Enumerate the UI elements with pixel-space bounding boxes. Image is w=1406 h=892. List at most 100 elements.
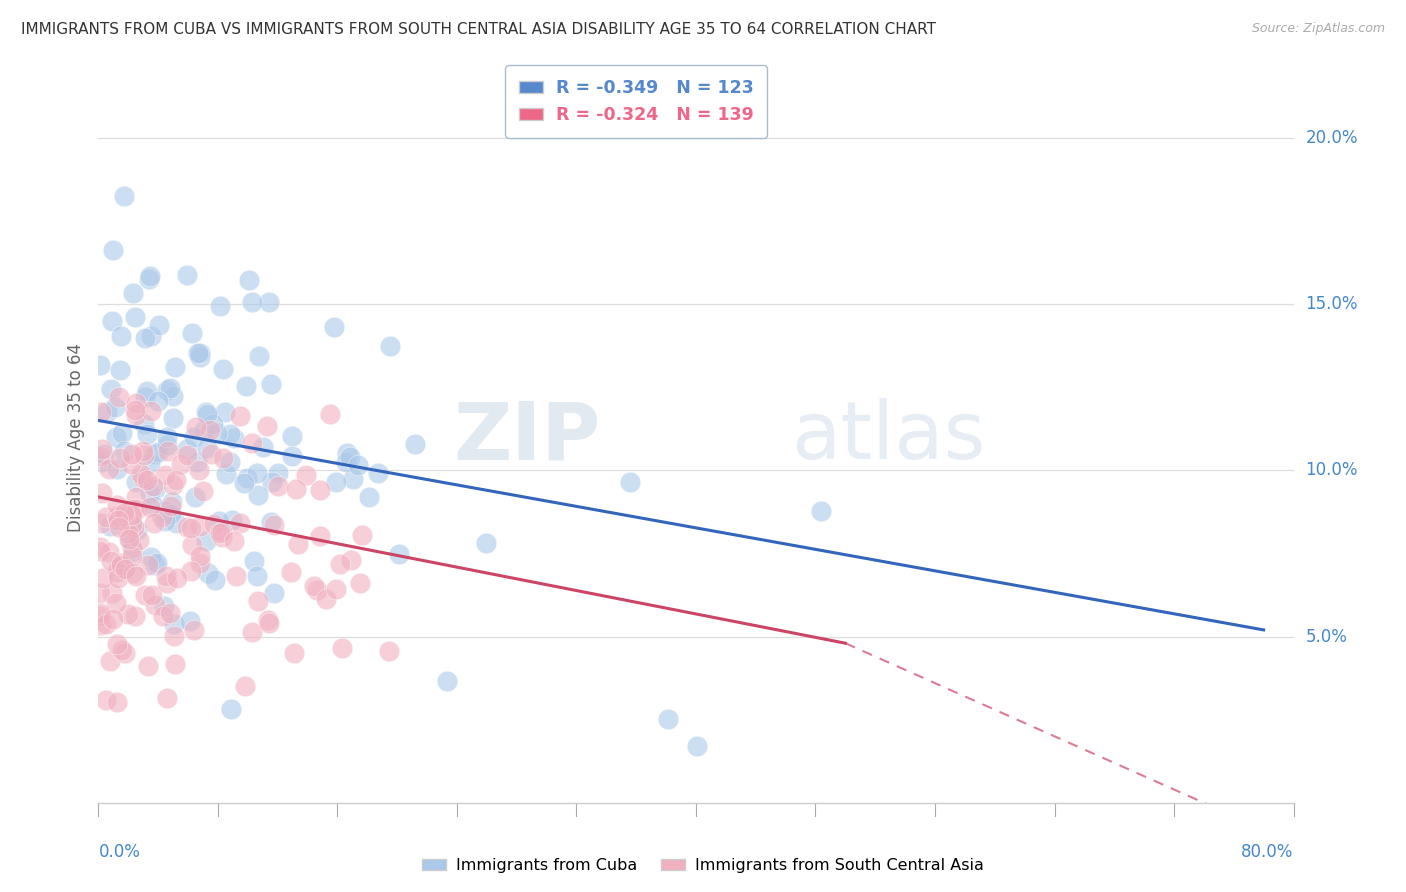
Point: [125, 568, 148, 582]
Point: [259, 616, 281, 631]
Point: [156, 430, 179, 444]
Text: Source: ZipAtlas.com: Source: ZipAtlas.com: [1251, 22, 1385, 36]
Point: [110, 328, 132, 343]
Point: [107, 512, 129, 526]
Point: [342, 472, 364, 486]
Point: [205, 425, 228, 440]
Point: [157, 443, 180, 458]
Point: [357, 490, 380, 504]
Point: [98, 519, 121, 533]
Point: [105, 695, 128, 709]
Point: [165, 473, 187, 487]
Point: [350, 527, 373, 541]
Point: [176, 442, 198, 457]
Point: [152, 609, 174, 624]
Point: [388, 547, 411, 561]
Point: [242, 554, 264, 568]
Point: [378, 338, 401, 352]
Legend: R = -0.349   N = 123, R = -0.324   N = 139: R = -0.349 N = 123, R = -0.324 N = 139: [505, 65, 768, 138]
Point: [150, 510, 173, 524]
Point: [197, 566, 219, 581]
Point: [152, 599, 174, 614]
Point: [111, 425, 134, 440]
Point: [89, 606, 111, 620]
Point: [222, 431, 245, 445]
Point: [155, 504, 177, 518]
Point: [139, 500, 162, 515]
Point: [139, 329, 162, 343]
Point: [105, 498, 128, 512]
Point: [117, 509, 139, 524]
Point: [235, 379, 257, 393]
Point: [143, 482, 166, 496]
Point: [122, 502, 145, 516]
Point: [190, 350, 212, 364]
Point: [153, 514, 176, 528]
Point: [186, 455, 208, 469]
Point: [105, 508, 128, 523]
Point: [219, 455, 242, 469]
Point: [202, 517, 225, 532]
Text: 5.0%: 5.0%: [1306, 628, 1347, 646]
Point: [240, 436, 263, 450]
Point: [110, 558, 132, 572]
Point: [138, 272, 160, 286]
Point: [256, 419, 278, 434]
Point: [138, 659, 160, 673]
Point: [121, 549, 143, 563]
Point: [90, 455, 112, 469]
Point: [260, 516, 283, 530]
Point: [124, 609, 146, 624]
Point: [122, 566, 145, 581]
Point: [159, 606, 181, 620]
Point: [208, 514, 231, 528]
Point: [176, 268, 198, 282]
Point: [122, 520, 145, 534]
Point: [619, 475, 641, 489]
Point: [246, 568, 269, 582]
Point: [136, 558, 159, 572]
Point: [263, 518, 285, 533]
Point: [180, 521, 202, 535]
Point: [110, 556, 132, 570]
Point: [260, 475, 283, 490]
Point: [367, 466, 389, 480]
Point: [101, 313, 124, 327]
Point: [236, 471, 259, 485]
Point: [114, 646, 136, 660]
Point: [146, 393, 169, 408]
Point: [214, 404, 236, 418]
Point: [139, 404, 162, 418]
Point: [436, 673, 458, 688]
Point: [163, 360, 186, 375]
Point: [100, 382, 122, 396]
Point: [112, 189, 135, 203]
Point: [180, 564, 202, 578]
Point: [138, 485, 160, 500]
Point: [336, 446, 359, 460]
Text: IMMIGRANTS FROM CUBA VS IMMIGRANTS FROM SOUTH CENTRAL ASIA DISABILITY AGE 35 TO : IMMIGRANTS FROM CUBA VS IMMIGRANTS FROM …: [21, 22, 936, 37]
Point: [190, 345, 212, 359]
Point: [247, 349, 270, 363]
Point: [349, 576, 371, 591]
Point: [170, 458, 193, 472]
Point: [121, 447, 143, 461]
Point: [112, 443, 135, 458]
Point: [124, 396, 146, 410]
Text: ZIP: ZIP: [453, 398, 600, 476]
Point: [211, 361, 233, 376]
Point: [176, 449, 198, 463]
Point: [94, 510, 117, 524]
Point: [285, 483, 308, 497]
Point: [233, 476, 256, 491]
Point: [155, 569, 177, 583]
Point: [162, 410, 184, 425]
Point: [91, 516, 114, 531]
Point: [121, 541, 143, 555]
Point: [93, 447, 115, 461]
Point: [267, 466, 290, 480]
Point: [146, 556, 169, 570]
Point: [117, 607, 139, 622]
Point: [90, 442, 112, 456]
Point: [159, 381, 181, 395]
